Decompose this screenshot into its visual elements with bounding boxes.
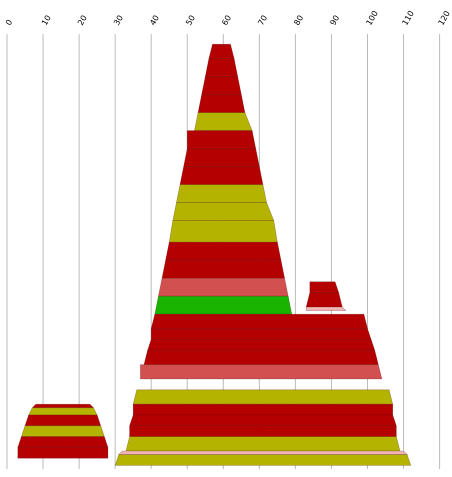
x-tick-label-120: 120 (437, 9, 452, 27)
small-stack-band-0 (31, 403, 95, 409)
large-stack-band-2 (201, 76, 242, 95)
small-stack-band-3 (21, 425, 105, 437)
large-stack-band-4 (194, 112, 253, 131)
x-tick-label-70: 70 (256, 14, 269, 27)
large-stack-band-21 (132, 403, 394, 416)
side-peak-band-2 (305, 306, 347, 311)
large-stack-band-18 (143, 349, 379, 365)
large-stack-band-8 (176, 184, 267, 203)
large-stack-band-12 (161, 259, 285, 279)
large-stack-band-25 (118, 450, 408, 455)
large-stack-band-13 (158, 277, 289, 297)
x-tick-label-60: 60 (220, 14, 233, 27)
large-stack-band-14 (154, 295, 293, 315)
large-stack-band-11 (165, 241, 282, 261)
x-tick-label-0: 0 (4, 18, 14, 27)
x-tick-label-20: 20 (76, 14, 89, 27)
large-stack-band-7 (179, 166, 264, 185)
small-stack-band-4 (17, 436, 109, 448)
side-peak-band-0 (309, 281, 340, 293)
large-stack-band-6 (183, 148, 260, 167)
large-stack-band-15 (150, 313, 368, 329)
large-stack-band-20 (132, 389, 394, 405)
shape-large-stack (114, 43, 412, 466)
large-stack-band-9 (172, 202, 275, 221)
large-stack-band-26 (114, 454, 412, 466)
large-stack-band-19 (140, 364, 383, 380)
x-tick-label-80: 80 (292, 14, 305, 27)
large-stack-band-1 (204, 58, 239, 77)
small-stack-band-1 (28, 407, 98, 416)
large-stack-band-10 (168, 220, 278, 243)
large-stack-band-3 (197, 94, 246, 113)
x-tick-label-40: 40 (148, 14, 161, 27)
large-stack-band-22 (129, 414, 397, 427)
shape-small-stack (17, 403, 109, 459)
large-stack-band-24 (125, 436, 401, 452)
shapes-layer (17, 43, 412, 466)
x-tick-label-50: 50 (184, 14, 197, 27)
x-tick-label-110: 110 (400, 9, 415, 27)
x-tick-label-100: 100 (364, 9, 379, 27)
x-tick-label-10: 10 (40, 14, 53, 27)
shape-side-peak (305, 281, 347, 311)
large-stack-band-5 (186, 130, 257, 149)
x-tick-label-30: 30 (112, 14, 125, 27)
large-stack-band-23 (129, 425, 397, 437)
large-stack-band-17 (147, 339, 376, 351)
side-peak-band-1 (305, 292, 343, 308)
small-stack-band-2 (24, 414, 102, 427)
large-stack-band-16 (150, 328, 372, 340)
large-stack-band-0 (208, 43, 235, 59)
small-stack-band-5 (17, 447, 109, 459)
x-tick-label-90: 90 (328, 14, 341, 27)
tick-labels: 0 10 20 30 40 50 60 70 80 90 100 110 120 (4, 9, 452, 27)
